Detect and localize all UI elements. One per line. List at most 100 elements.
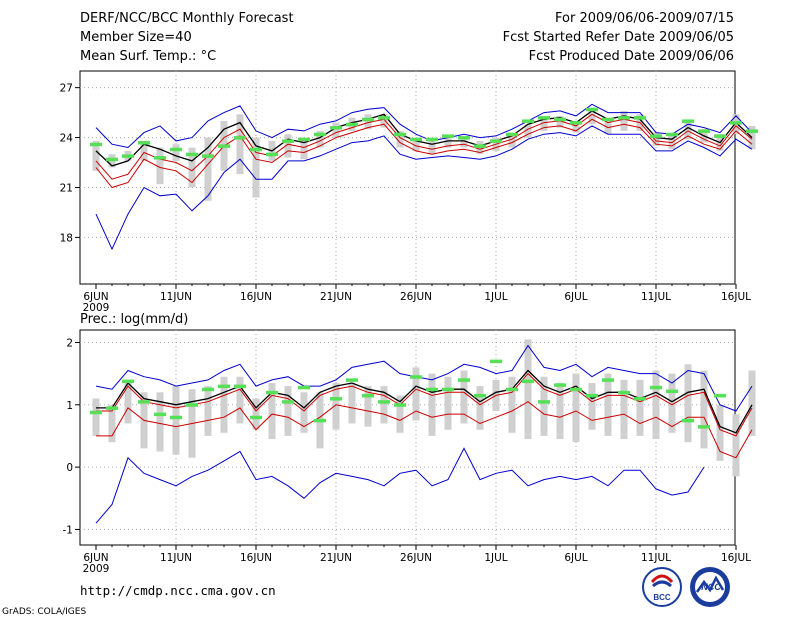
temp-median-0 [90,142,102,147]
prec-xtick-label-2: 16JUN [240,552,272,564]
temp-box-35 [652,132,660,146]
prec-box-13 [300,392,308,433]
prec-box-40 [732,414,740,477]
prec-median-6 [186,403,198,407]
temp-box-32 [604,117,612,135]
temp-box-7 [204,137,212,201]
prec-median-5 [170,415,182,420]
temp-median-38 [698,129,710,133]
temp-median-22 [442,134,454,138]
prec-ytick-label-3: 2 [66,337,73,349]
temp-xtick-label-0: 6JUN [83,291,108,303]
temp-median-9 [234,136,246,140]
temp-box-19 [396,130,404,148]
prec-box-19 [396,395,404,433]
prec-line-lower [96,401,753,459]
temp-median-3 [138,141,150,145]
prec-median-15 [330,397,342,401]
temp-median-25 [490,139,502,143]
prec-median-28 [538,400,550,404]
forecast-period: For 2009/06/06-2009/07/15 [555,11,734,26]
prec-median-39 [714,393,726,398]
temp-median-11 [266,152,278,157]
temp-median-29 [554,117,566,122]
prec-median-35 [650,385,662,390]
temp-xtick-label-6: 6JUL [564,291,587,303]
prec-median-11 [266,390,278,395]
prec-box-30 [572,373,580,443]
prec-box-36 [668,373,676,433]
temp-line-upper [95,110,753,167]
temp-box-22 [444,137,452,148]
prec-ytick-label-1: 0 [66,462,73,474]
prec-box-24 [476,386,484,430]
ncc-logo: NCC [690,567,730,607]
temp-median-12 [282,139,294,143]
temp-median-1 [106,157,118,162]
temp-box-10 [252,137,260,198]
temp-median-6 [186,152,198,157]
temp-median-34 [634,116,646,120]
prec-box-10 [252,398,260,430]
prec-box-11 [268,382,276,440]
prec-box-38 [700,370,708,449]
prec-median-37 [682,418,694,423]
prec-median-38 [698,425,710,429]
prec-median-23 [458,378,470,382]
temp-box-15 [332,122,340,138]
prec-box-2 [124,379,132,424]
temp-median-30 [570,121,582,125]
temp-line-min [95,125,753,251]
temp-box-9 [236,114,244,175]
temp-ytick-label-2: 24 [60,133,74,145]
prec-median-8 [218,384,230,389]
prec-median-27 [522,379,534,384]
prec-box-16 [348,382,356,424]
prec-xtick-label-8: 16JUL [721,552,751,564]
prec-median-31 [586,393,598,398]
temp-median-41 [746,129,758,133]
prec-median-34 [634,397,646,401]
prec-median-29 [554,383,566,387]
prec-xtick-label-4: 26JUN [400,552,432,564]
prec-median-24 [474,393,486,398]
prec-median-9 [234,384,246,389]
temp-median-40 [730,121,742,125]
prec-box-33 [620,379,628,440]
prec-box-31 [588,382,596,430]
temp-box-14 [316,130,324,148]
prec-xtick-label-1: 11JUN [160,552,192,564]
temp-median-31 [586,107,598,112]
prec-box-18 [380,386,388,424]
temp-box-5 [172,144,180,161]
temp-median-26 [506,132,518,137]
prec-box-35 [652,370,660,440]
prec-box-27 [524,339,532,440]
prec-median-14 [314,418,326,423]
prec-median-20 [410,375,422,379]
temp-median-17 [362,117,374,122]
prec-median-2 [122,379,134,384]
prec-median-0 [90,410,102,415]
temp-year-label: 2009 [83,302,110,314]
bcc-logo: BCC [642,567,682,607]
prec-box-28 [540,376,548,436]
prec-median-18 [378,400,390,404]
prec-box-8 [220,376,228,433]
temp-box-21 [428,140,436,155]
prec-line-max [95,344,753,412]
prec-median-12 [282,400,294,404]
prec-panel-title: Prec.: log(mm/d) [80,312,188,327]
source-url[interactable]: http://cmdp.ncc.cma.gov.cn [80,583,276,598]
temp-median-14 [314,132,326,137]
temp-box-12 [284,134,292,158]
prec-median-30 [570,387,582,392]
prec-box-15 [332,382,340,430]
prec-ytick-label-2: 1 [66,400,73,412]
prec-xtick-label-7: 11JUL [641,552,671,564]
temp-box-6 [188,147,196,188]
temp-line-max [95,103,753,149]
figure-title: DERF/NCC/BCC Monthly Forecast [80,11,294,26]
prec-box-23 [460,370,468,424]
